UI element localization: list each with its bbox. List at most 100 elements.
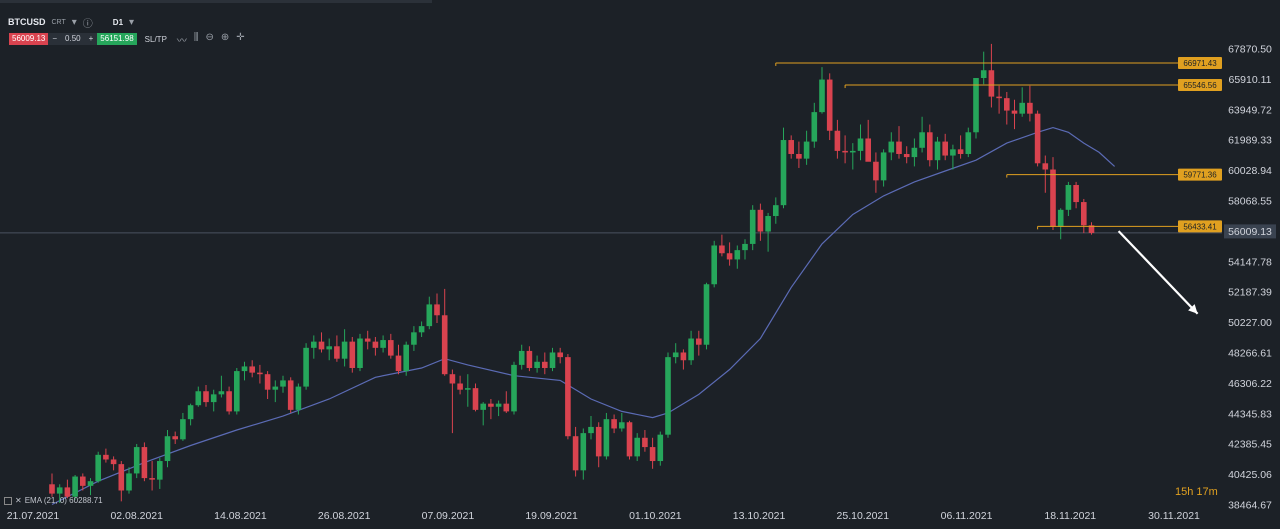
candle <box>742 239 748 260</box>
price-axis[interactable]: 67870.50 65910.11 63949.72 61989.33 60028.94… <box>1224 44 1276 512</box>
y-tick-label: 48266.61 <box>1228 348 1272 360</box>
candle <box>210 389 217 412</box>
candle <box>372 336 379 356</box>
candle <box>788 135 794 159</box>
candle <box>103 448 109 463</box>
top-strip <box>0 0 432 3</box>
candle <box>880 149 887 187</box>
candle-body <box>572 436 579 471</box>
candle <box>472 383 479 412</box>
x-tick-label: 30.11.2021 <box>1148 510 1200 522</box>
candle <box>72 474 78 500</box>
candle-body <box>649 447 656 462</box>
candle <box>388 333 394 359</box>
candle-body <box>195 391 202 406</box>
candle <box>1019 87 1025 117</box>
decrease-button[interactable]: − <box>52 34 58 43</box>
x-tick-label: 02.08.2021 <box>110 510 163 522</box>
candle-body <box>534 361 540 368</box>
level-label-box <box>1178 56 1222 69</box>
candle <box>942 133 948 161</box>
candle-body <box>1011 110 1018 114</box>
candle-body <box>280 380 286 387</box>
candle <box>195 386 202 407</box>
candle <box>1081 198 1087 234</box>
candles-icon[interactable]: ⫼ <box>193 31 199 43</box>
candle <box>711 240 717 288</box>
timeframe-selector[interactable]: D1 <box>112 17 124 27</box>
line-chart-icon[interactable]: 〰 <box>176 35 187 47</box>
candle-body <box>349 341 356 368</box>
candle-body <box>588 426 594 434</box>
zoom-out-icon[interactable]: ⊖ <box>205 31 214 43</box>
candle <box>857 124 864 161</box>
chevron-down-icon[interactable]: ▾ <box>71 16 77 28</box>
increase-button[interactable]: + <box>88 34 94 43</box>
candle <box>180 412 186 441</box>
candle <box>457 375 463 395</box>
candle <box>980 51 987 85</box>
crosshair-icon[interactable]: ✛ <box>236 31 245 43</box>
candle <box>834 119 841 159</box>
candle-body <box>780 140 787 206</box>
x-tick-label: 01.10.2021 <box>629 510 682 522</box>
candle-body <box>988 70 995 97</box>
candle-body <box>1042 163 1049 170</box>
y-tick-label: 52187.39 <box>1228 287 1272 299</box>
trend-arrow[interactable] <box>1117 230 1199 315</box>
collapse-icon[interactable] <box>4 496 12 505</box>
candle-body <box>842 150 848 153</box>
y-tick-label: 42385.45 <box>1228 439 1272 451</box>
candle <box>580 428 587 480</box>
candle-body <box>796 153 802 159</box>
close-icon[interactable]: ✕ <box>15 496 22 505</box>
candle <box>896 126 902 159</box>
candle-body <box>603 419 610 457</box>
candle-body <box>803 141 810 159</box>
level-lines[interactable]: 66971.43 65546.56 59771.36 56433.41 <box>775 56 1222 233</box>
candle <box>1050 157 1056 230</box>
candle-body <box>503 403 510 412</box>
buy-button[interactable]: 56151.98 <box>97 33 137 45</box>
sltp-button[interactable]: SL/TP <box>144 34 167 44</box>
symbol-label[interactable]: BTCUSD <box>8 17 46 27</box>
candle-body <box>434 304 440 316</box>
candle-body <box>226 391 232 412</box>
candle-body <box>611 419 617 429</box>
candle <box>749 205 756 251</box>
candle <box>619 412 625 432</box>
quantity-field[interactable]: 0.50 <box>65 34 81 43</box>
timeframe-chevron-down-icon[interactable]: ▾ <box>129 16 135 28</box>
time-axis[interactable]: 21.07.2021 02.08.2021 14.08.2021 26.08.2021… <box>7 510 1200 522</box>
candle-body <box>334 346 340 359</box>
candle-body <box>757 209 764 232</box>
candle-body <box>110 459 117 465</box>
candle-body <box>141 447 148 479</box>
sell-button[interactable]: 56009.13 <box>9 33 49 45</box>
candle-body <box>257 372 263 375</box>
info-icon[interactable]: ⓘ <box>82 18 93 30</box>
candle <box>572 426 579 477</box>
candle-body <box>896 141 902 154</box>
candle-body <box>172 436 178 440</box>
candle-body <box>418 326 425 333</box>
candle <box>865 119 871 162</box>
candle <box>842 135 848 164</box>
candle-body <box>249 366 255 373</box>
candle-body <box>950 149 956 156</box>
quantity-stepper[interactable]: − 0.50 + <box>48 33 98 45</box>
candle <box>403 341 409 376</box>
candle <box>819 67 825 114</box>
candle-body <box>711 245 717 285</box>
y-tick-label: 50227.00 <box>1228 317 1272 329</box>
candle-body <box>465 388 471 390</box>
candle <box>565 354 571 440</box>
x-tick-label: 07.09.2021 <box>422 510 475 522</box>
candle-body <box>133 447 140 474</box>
candle <box>1027 85 1033 122</box>
candle-body <box>719 245 725 254</box>
arrow-shaft <box>1117 230 1199 315</box>
zoom-in-icon[interactable]: ⊕ <box>220 31 230 43</box>
candle <box>734 245 741 269</box>
